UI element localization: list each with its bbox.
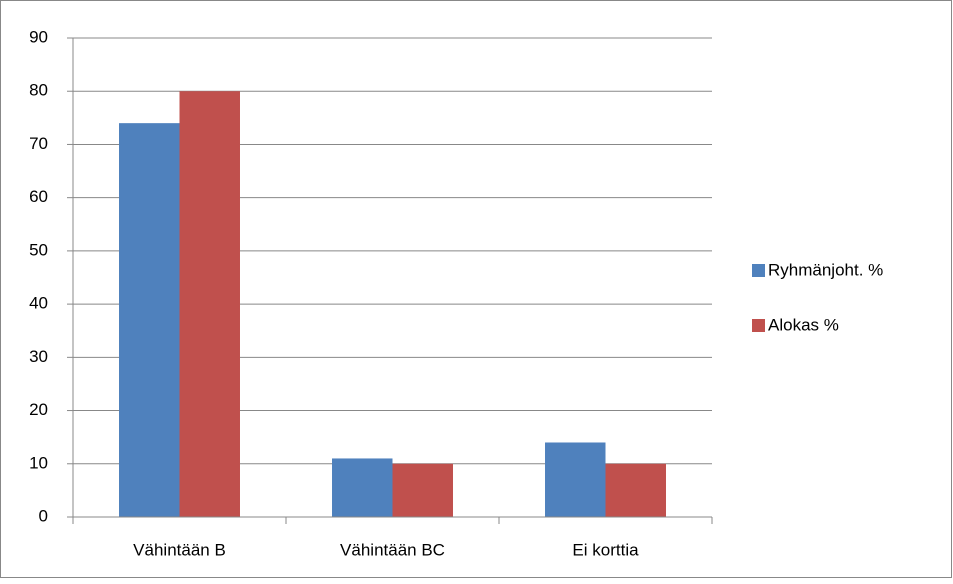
- legend-label: Alokas %: [768, 315, 839, 334]
- bar: [545, 442, 606, 517]
- y-tick-label: 90: [29, 27, 48, 46]
- legend-swatch: [752, 264, 765, 277]
- y-tick-label: 70: [29, 134, 48, 153]
- y-tick-label: 60: [29, 187, 48, 206]
- y-tick-label: 10: [29, 453, 48, 472]
- y-tick-label: 0: [39, 506, 48, 525]
- x-tick-label: Vähintään BC: [340, 540, 445, 559]
- legend-label: Ryhmänjoht. %: [768, 260, 883, 279]
- bar: [332, 458, 393, 517]
- y-tick-label: 20: [29, 400, 48, 419]
- y-tick-label: 50: [29, 240, 48, 259]
- legend-swatch: [752, 319, 765, 332]
- y-tick-label: 80: [29, 81, 48, 100]
- bar: [119, 123, 180, 518]
- bar: [392, 463, 453, 517]
- x-tick-label: Vähintään B: [133, 540, 226, 559]
- y-tick-label: 30: [29, 347, 48, 366]
- y-tick-label: 40: [29, 294, 48, 313]
- x-tick-label: Ei korttia: [572, 540, 639, 559]
- bar: [179, 91, 240, 517]
- bar: [605, 463, 666, 517]
